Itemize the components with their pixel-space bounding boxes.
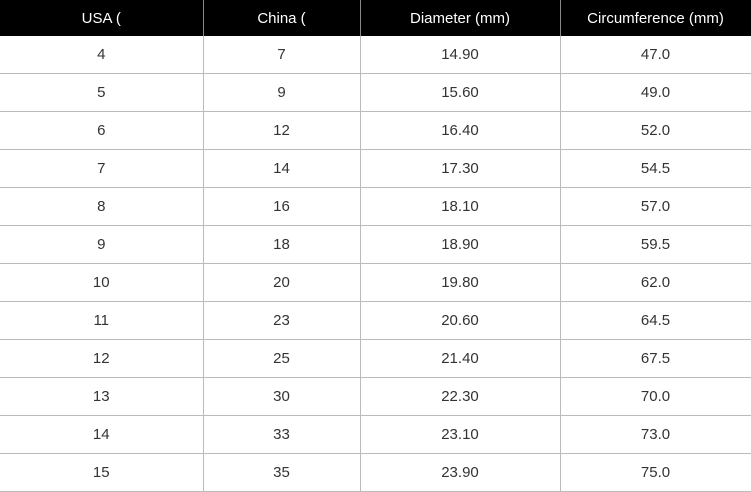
- cell-china: 16: [202, 187, 361, 226]
- cell-diameter: 16.40: [359, 111, 561, 150]
- cell-china: 25: [202, 339, 361, 378]
- header-row: USA ( China ( Diameter (mm) Circumferenc…: [0, 0, 751, 36]
- cell-china: 7: [202, 36, 361, 74]
- table-row: 5 9 15.60 49.0: [0, 73, 751, 112]
- table-row: 6 12 16.40 52.0: [0, 111, 751, 150]
- cell-diameter: 18.10: [359, 187, 561, 226]
- cell-usa: 4: [0, 36, 204, 74]
- cell-china: 35: [202, 453, 361, 492]
- cell-usa: 7: [0, 149, 204, 188]
- cell-usa: 12: [0, 339, 204, 378]
- cell-usa: 8: [0, 187, 204, 226]
- cell-usa: 6: [0, 111, 204, 150]
- table-row: 10 20 19.80 62.0: [0, 263, 751, 302]
- header-china: China (: [203, 0, 361, 36]
- cell-china: 30: [202, 377, 361, 416]
- cell-china: 20: [202, 263, 361, 302]
- cell-diameter: 14.90: [359, 36, 561, 74]
- table-row: 4 7 14.90 47.0: [0, 36, 751, 74]
- cell-usa: 10: [0, 263, 204, 302]
- cell-circumference: 70.0: [559, 377, 751, 416]
- header-circumference: Circumference (mm): [560, 0, 751, 36]
- cell-circumference: 54.5: [559, 149, 751, 188]
- cell-usa: 14: [0, 415, 204, 454]
- cell-china: 9: [202, 73, 361, 112]
- cell-china: 23: [202, 301, 361, 340]
- cell-circumference: 73.0: [559, 415, 751, 454]
- cell-diameter: 17.30: [359, 149, 561, 188]
- cell-usa: 9: [0, 225, 204, 264]
- table-row: 11 23 20.60 64.5: [0, 301, 751, 340]
- cell-usa: 5: [0, 73, 204, 112]
- cell-circumference: 64.5: [559, 301, 751, 340]
- cell-circumference: 67.5: [559, 339, 751, 378]
- cell-circumference: 59.5: [559, 225, 751, 264]
- cell-diameter: 23.10: [359, 415, 561, 454]
- cell-circumference: 52.0: [559, 111, 751, 150]
- cell-usa: 11: [0, 301, 204, 340]
- table-row: 14 33 23.10 73.0: [0, 415, 751, 454]
- table-row: 8 16 18.10 57.0: [0, 187, 751, 226]
- cell-circumference: 57.0: [559, 187, 751, 226]
- cell-china: 18: [202, 225, 361, 264]
- table-row: 12 25 21.40 67.5: [0, 339, 751, 378]
- cell-china: 12: [202, 111, 361, 150]
- cell-circumference: 47.0: [559, 36, 751, 74]
- cell-usa: 15: [0, 453, 204, 492]
- cell-china: 33: [202, 415, 361, 454]
- header-usa: USA (: [0, 0, 204, 36]
- cell-circumference: 49.0: [559, 73, 751, 112]
- cell-usa: 13: [0, 377, 204, 416]
- cell-diameter: 18.90: [359, 225, 561, 264]
- cell-diameter: 20.60: [359, 301, 561, 340]
- cell-diameter: 15.60: [359, 73, 561, 112]
- table-row: 9 18 18.90 59.5: [0, 225, 751, 264]
- table-row: 13 30 22.30 70.0: [0, 377, 751, 416]
- cell-diameter: 23.90: [359, 453, 561, 492]
- table-row: 15 35 23.90 75.0: [0, 453, 751, 492]
- cell-circumference: 62.0: [559, 263, 751, 302]
- cell-diameter: 19.80: [359, 263, 561, 302]
- cell-circumference: 75.0: [559, 453, 751, 492]
- cell-diameter: 22.30: [359, 377, 561, 416]
- table-row: 7 14 17.30 54.5: [0, 149, 751, 188]
- header-diameter: Diameter (mm): [360, 0, 561, 36]
- cell-china: 14: [202, 149, 361, 188]
- cell-diameter: 21.40: [359, 339, 561, 378]
